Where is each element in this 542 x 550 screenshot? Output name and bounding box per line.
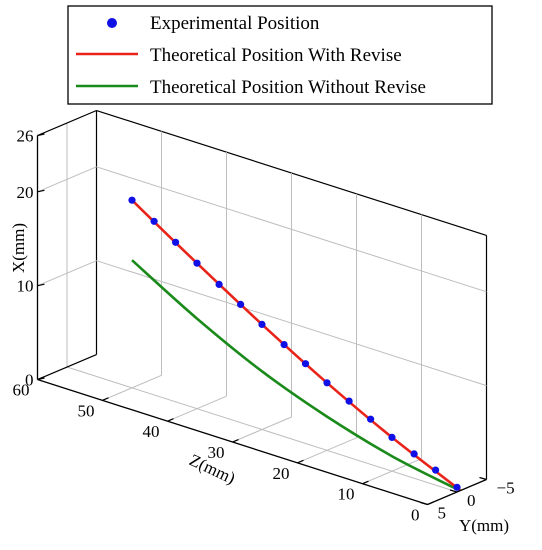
z-tick-label: 60 bbox=[13, 381, 30, 400]
z-tick bbox=[362, 480, 369, 485]
z-tick bbox=[167, 418, 174, 422]
x-tick bbox=[37, 133, 45, 137]
grid-line bbox=[66, 366, 458, 493]
series-layer bbox=[128, 196, 462, 492]
z-tick-label: 50 bbox=[78, 401, 95, 420]
y-tick-label: 0 bbox=[467, 491, 476, 510]
experimental-point bbox=[280, 341, 288, 349]
x-tick-label: 26 bbox=[17, 127, 34, 146]
z-tick bbox=[37, 376, 44, 381]
series-line-with-revise bbox=[131, 199, 462, 492]
experimental-point bbox=[215, 280, 223, 288]
y-tick-label: −5 bbox=[497, 479, 515, 498]
x-tick-label: 10 bbox=[17, 277, 34, 296]
legend-label-experimental: Experimental Position bbox=[150, 13, 320, 34]
experimental-point bbox=[172, 238, 180, 246]
experimental-point bbox=[193, 259, 201, 267]
axes-box-front bbox=[36, 109, 487, 506]
grid-line bbox=[96, 260, 487, 387]
z-tick-label: 30 bbox=[208, 443, 225, 462]
experimental-point bbox=[150, 217, 158, 225]
y-axis-title: Y(mm) bbox=[459, 516, 509, 535]
z-tick-label: 10 bbox=[338, 485, 355, 504]
experimental-point bbox=[367, 415, 375, 423]
x-tick-label: 0 bbox=[25, 371, 34, 390]
experimental-point bbox=[432, 466, 440, 474]
z-tick bbox=[427, 501, 434, 506]
grid-lines bbox=[37, 123, 487, 493]
experimental-point bbox=[128, 196, 136, 204]
top-edge bbox=[37, 109, 97, 137]
z-tick-label: 0 bbox=[411, 506, 420, 525]
x-tick bbox=[37, 283, 45, 287]
y-tick-label: 5 bbox=[438, 504, 447, 523]
experimental-point bbox=[258, 320, 266, 328]
z-tick bbox=[297, 459, 304, 464]
z-tick-label: 20 bbox=[273, 464, 290, 483]
x-tick-label: 20 bbox=[17, 183, 34, 202]
z-tick-label: 40 bbox=[143, 422, 160, 441]
y-tick bbox=[479, 476, 487, 481]
experimental-point bbox=[237, 300, 245, 308]
experimental-point bbox=[453, 483, 461, 491]
legend-label-with-revise: Theoretical Position With Revise bbox=[150, 45, 402, 66]
y-tick bbox=[420, 501, 428, 506]
legend-box bbox=[67, 5, 493, 105]
experimental-point bbox=[410, 450, 418, 458]
experimental-point bbox=[388, 433, 396, 441]
legend-marker-experimental bbox=[107, 18, 117, 28]
experimental-point bbox=[323, 379, 331, 387]
experimental-point bbox=[301, 360, 310, 368]
legend-label-without-revise: Theoretical Position Without Revise bbox=[150, 77, 426, 98]
z-tick bbox=[102, 397, 109, 401]
x-axis-title: X(mm) bbox=[9, 223, 28, 273]
series-line-without-revise bbox=[131, 259, 458, 491]
experimental-point bbox=[345, 397, 353, 405]
x-tick bbox=[37, 189, 45, 193]
floor-edge bbox=[37, 353, 97, 381]
y-tick bbox=[449, 489, 458, 493]
legend: Experimental Position Theoretical Positi… bbox=[67, 5, 493, 105]
z-tick bbox=[232, 438, 239, 443]
grid-line bbox=[96, 166, 487, 293]
